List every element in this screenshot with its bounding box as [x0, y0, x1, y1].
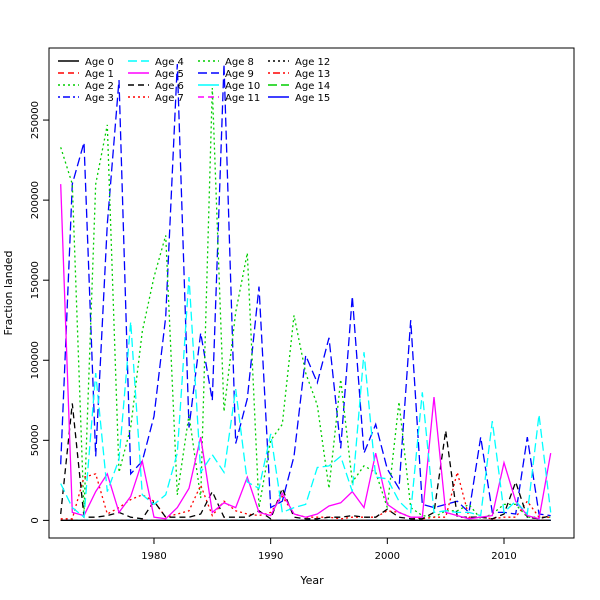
- y-axis-label: Fraction landed: [2, 251, 15, 336]
- legend-label-age-9: Age 9: [225, 69, 254, 80]
- legend-label-age-4: Age 4: [155, 57, 184, 68]
- series-line-age-9: [60, 63, 551, 517]
- legend-label-age-1: Age 1: [85, 69, 114, 80]
- x-tick-label: 2010: [491, 551, 516, 562]
- legend-label-age-7: Age 7: [155, 93, 184, 104]
- y-tick-label: 200000: [30, 181, 41, 219]
- legend-label-age-13: Age 13: [295, 69, 330, 80]
- y-tick-label: 250000: [30, 101, 41, 139]
- legend-label-age-2: Age 2: [85, 81, 114, 92]
- legend-label-age-5: Age 5: [155, 69, 184, 80]
- x-tick-label: 2000: [375, 551, 400, 562]
- series-line-age-5: [60, 184, 552, 520]
- series-line-age-4: [60, 276, 552, 519]
- legend-label-age-11: Age 11: [225, 93, 260, 104]
- legend-label-age-10: Age 10: [225, 81, 260, 92]
- legend-label-age-14: Age 14: [295, 81, 330, 92]
- legend-label-age-6: Age 6: [155, 81, 184, 92]
- series-layer: [60, 63, 552, 522]
- legend-label-age-15: Age 15: [295, 93, 330, 104]
- x-tick-label: 1990: [258, 551, 283, 562]
- legend-label-age-12: Age 12: [295, 57, 330, 68]
- legend-label-age-8: Age 8: [225, 57, 254, 68]
- y-tick-label: 0: [30, 517, 41, 523]
- axis-layer: 1980 1990 2000 2010 0 50000 100000 150000 200000…: [30, 101, 517, 562]
- x-axis-label: Year: [299, 574, 324, 587]
- series-line-age-8: [60, 87, 551, 520]
- plot-frame: [48, 47, 575, 539]
- x-tick-label: 1980: [141, 551, 166, 562]
- series-line-age-6: [60, 403, 551, 520]
- legend-label-age-0: Age 0: [85, 57, 114, 68]
- series-line-age-7: [60, 469, 551, 520]
- y-tick-label: 100000: [30, 341, 41, 379]
- legend-label-age-3: Age 3: [85, 93, 114, 104]
- y-tick-label: 50000: [30, 424, 41, 456]
- y-tick-label: 150000: [30, 261, 41, 299]
